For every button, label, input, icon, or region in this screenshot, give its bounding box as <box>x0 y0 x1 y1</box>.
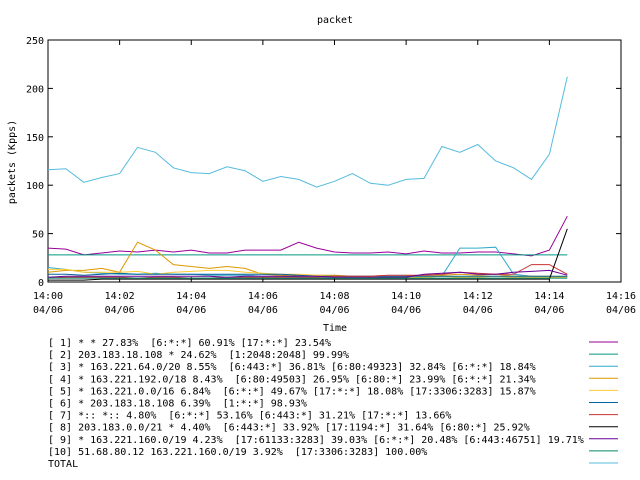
x-tick-date: 04/06 <box>248 305 278 316</box>
y-tick-label: 100 <box>26 181 44 192</box>
legend-label: [ 3] * 163.221.64.0/20 8.55% [6:443:*] 3… <box>48 362 536 373</box>
legend-label: [ 1] * * 27.83% [6:*:*] 60.91% [17:*:*] … <box>48 338 331 349</box>
legend-label: [ 6] * 203.183.18.108 6.39% [1:*:*] 98.9… <box>48 399 307 410</box>
legend-label: TOTAL <box>48 459 78 470</box>
chart-title: packet <box>317 15 353 26</box>
y-tick-label: 200 <box>26 84 44 95</box>
legend-label: [ 9] * 163.221.160.0/19 4.23% [17:61133:… <box>48 435 584 446</box>
legend-label: [ 5] * 163.221.0.0/16 6.84% [6:*:*] 49.6… <box>48 386 536 397</box>
x-tick-time: 14:14 <box>534 291 564 302</box>
x-tick-time: 14:00 <box>33 291 63 302</box>
series-line-1 <box>47 215 568 257</box>
x-tick-time: 14:16 <box>606 291 636 302</box>
x-tick-date: 04/06 <box>606 305 636 316</box>
series-lines <box>47 76 568 281</box>
x-tick-date: 04/06 <box>105 305 135 316</box>
x-tick-date: 04/06 <box>534 305 564 316</box>
series-line-9 <box>47 269 568 278</box>
y-ticks: 0 50 100 150 200 250 <box>26 36 621 289</box>
x-tick-time: 14:06 <box>248 291 278 302</box>
legend-label: [ 8] 203.183.0.0/21 * 4.40% [6:443:*] 33… <box>48 423 530 434</box>
x-tick-date: 04/06 <box>176 305 206 316</box>
y-tick-label: 250 <box>26 36 44 47</box>
y-axis-label: packets (Kpps) <box>7 120 18 204</box>
plot-frame <box>47 39 622 283</box>
x-tick-date: 04/06 <box>33 305 63 316</box>
x-tick-date: 04/06 <box>319 305 349 316</box>
x-tick-time: 14:08 <box>319 291 349 302</box>
legend: [ 1] * * 27.83% [6:*:*] 60.91% [17:*:*] … <box>48 338 618 470</box>
y-tick-label: 50 <box>32 230 44 241</box>
legend-label: [ 2] 203.183.18.108 * 24.62% [1:2048:204… <box>48 350 349 361</box>
legend-label: [ 7] *:: *:: 4.80% [6:*:*] 53.16% [6:443… <box>48 411 451 422</box>
x-tick-time: 14:02 <box>105 291 135 302</box>
series-line-11 <box>47 76 568 188</box>
x-tick-time: 14:10 <box>391 291 421 302</box>
legend-label: [10] 51.68.80.12 163.221.160.0/19 3.92% … <box>48 447 427 458</box>
legend-label: [ 4] * 163.221.192.0/18 8.43% [6:80:4950… <box>48 374 536 385</box>
y-tick-label: 0 <box>38 278 44 289</box>
x-tick-date: 04/06 <box>463 305 493 316</box>
series-line-5 <box>48 268 568 278</box>
x-tick-time: 14:12 <box>463 291 493 302</box>
x-ticks: 14:00 04/06 14:02 04/06 14:04 04/06 14:06 04/06… <box>33 40 636 316</box>
x-tick-time: 14:04 <box>176 291 206 302</box>
x-tick-date: 04/06 <box>391 305 421 316</box>
x-axis-label: Time <box>323 323 347 334</box>
y-tick-label: 150 <box>26 133 44 144</box>
series-line-8 <box>48 228 568 281</box>
